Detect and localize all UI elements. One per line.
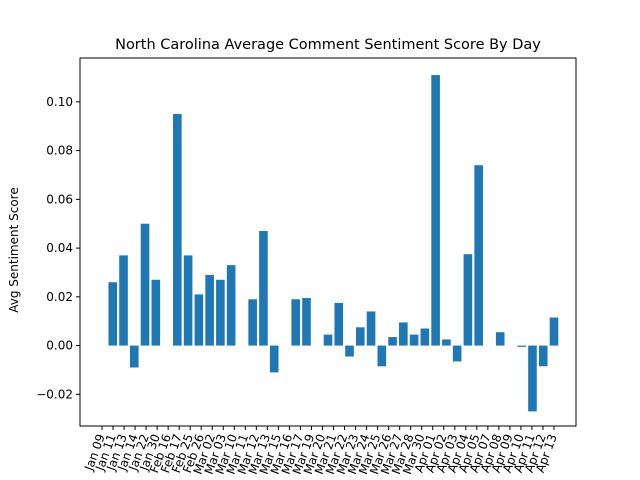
bar <box>442 339 451 346</box>
bar <box>269 345 279 373</box>
bar <box>216 279 225 346</box>
bar <box>259 231 268 346</box>
plot-area-frame <box>79 57 577 427</box>
bar <box>226 265 236 346</box>
bar <box>528 345 537 412</box>
bar <box>355 327 365 346</box>
bar <box>463 254 473 346</box>
bar <box>474 165 483 346</box>
bar <box>291 299 301 346</box>
bar <box>302 298 311 346</box>
bar <box>549 317 559 346</box>
bars-group <box>108 75 559 412</box>
bar <box>431 75 440 346</box>
bar <box>538 345 548 367</box>
bar <box>248 299 257 346</box>
y-tick-label: 0.08 <box>46 144 73 158</box>
bar <box>452 345 462 362</box>
bar <box>399 322 408 346</box>
bar <box>345 345 354 357</box>
bar <box>517 345 527 347</box>
bar <box>140 223 150 346</box>
bar <box>323 334 333 346</box>
y-tick-label: 0.04 <box>46 241 73 255</box>
bar <box>388 337 397 346</box>
y-tick-label: 0.10 <box>46 95 73 109</box>
y-axis-ticks: −0.02 0.00 0.02 0.04 0.06 0.08 0.10 <box>36 95 80 401</box>
bar <box>420 328 430 346</box>
y-tick-label: 0.06 <box>46 192 73 206</box>
y-tick-label: 0.02 <box>46 290 73 304</box>
bar <box>205 274 214 346</box>
bar <box>409 334 419 346</box>
y-axis-label: Avg Sentiment Score <box>7 187 21 313</box>
chart-title: North Carolina Average Comment Sentiment… <box>115 37 541 53</box>
y-tick-label: 0.00 <box>46 339 73 353</box>
bar <box>129 345 139 368</box>
bar <box>366 311 376 346</box>
bar <box>119 255 128 346</box>
y-tick-label: −0.02 <box>36 387 73 401</box>
bar <box>377 345 387 367</box>
bar <box>173 114 182 346</box>
bar <box>194 294 204 346</box>
bar <box>183 255 193 346</box>
bar <box>108 282 118 346</box>
bar <box>151 279 161 346</box>
bar <box>334 302 344 346</box>
bar <box>495 332 505 346</box>
